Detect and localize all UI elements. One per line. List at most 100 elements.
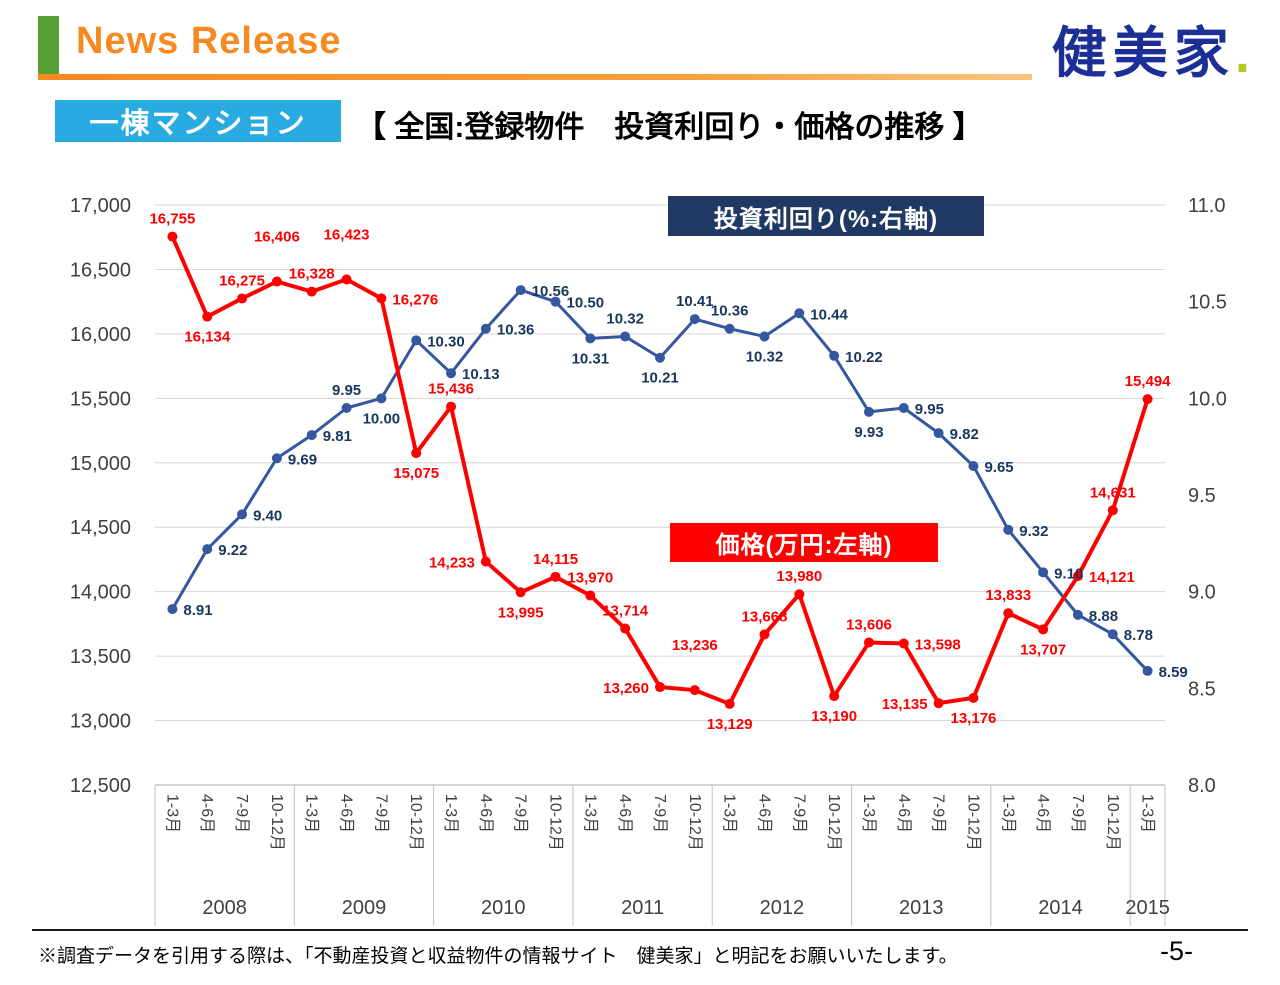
svg-text:13,000: 13,000	[70, 711, 131, 733]
svg-text:10.22: 10.22	[845, 349, 883, 366]
svg-text:4-6月: 4-6月	[477, 794, 494, 833]
svg-text:10-12月: 10-12月	[825, 794, 842, 851]
svg-text:10.50: 10.50	[567, 295, 605, 312]
price-legend: 価格(万円:左軸)	[670, 523, 938, 562]
right-axis-labels: 11.0 10.5 10.0 9.5 9.0 8.5 8.0	[1188, 195, 1227, 797]
svg-text:16,500: 16,500	[70, 259, 131, 281]
svg-text:7-9月: 7-9月	[1069, 794, 1086, 833]
svg-text:13,500: 13,500	[70, 646, 131, 668]
svg-text:13,598: 13,598	[915, 636, 961, 653]
kenbiya-logo: 健美家.	[1052, 8, 1250, 88]
svg-text:13,135: 13,135	[882, 696, 928, 713]
logo-dot: .	[1234, 22, 1250, 84]
svg-text:14,121: 14,121	[1089, 569, 1135, 586]
svg-text:2014: 2014	[1038, 897, 1083, 919]
svg-text:10.0: 10.0	[1188, 388, 1227, 410]
svg-text:8.88: 8.88	[1089, 608, 1118, 625]
svg-text:10.21: 10.21	[641, 370, 679, 387]
svg-text:8.91: 8.91	[183, 602, 212, 619]
svg-text:9.22: 9.22	[218, 542, 247, 559]
svg-text:9.95: 9.95	[915, 401, 944, 418]
svg-text:10.30: 10.30	[427, 333, 465, 350]
svg-text:4-6月: 4-6月	[338, 794, 355, 833]
svg-text:14,233: 14,233	[429, 555, 475, 572]
svg-text:7-9月: 7-9月	[790, 794, 807, 833]
svg-text:2009: 2009	[342, 897, 387, 919]
left-axis-labels: 17,000 16,500 16,000 15,500 15,000 14,500 14,0…	[70, 195, 131, 797]
svg-text:8.5: 8.5	[1188, 678, 1216, 700]
svg-text:15,075: 15,075	[393, 465, 439, 482]
news-release-title: News Release	[76, 20, 342, 62]
svg-text:2015: 2015	[1125, 897, 1170, 919]
svg-text:2008: 2008	[202, 897, 247, 919]
svg-text:13,980: 13,980	[776, 568, 822, 585]
svg-text:4-6月: 4-6月	[616, 794, 633, 833]
footer-rule	[32, 929, 1248, 931]
svg-text:10.32: 10.32	[746, 348, 784, 365]
year-labels: 2008 2009 2010 2011 2012 2013 2014 2015	[202, 897, 1169, 919]
svg-text:15,500: 15,500	[70, 388, 131, 410]
svg-text:14,115: 14,115	[533, 551, 578, 568]
svg-text:7-9月: 7-9月	[651, 794, 668, 833]
svg-text:7-9月: 7-9月	[930, 794, 947, 833]
svg-text:10.36: 10.36	[711, 303, 749, 320]
svg-text:10-12月: 10-12月	[547, 794, 564, 851]
svg-text:13,714: 13,714	[602, 603, 649, 620]
citation-note: ※調査データを引用する際は、「不動産投資と収益物件の情報サイト 健美家」と明記を…	[38, 946, 958, 967]
svg-text:1-3月: 1-3月	[721, 794, 738, 833]
svg-text:2012: 2012	[760, 897, 805, 919]
svg-text:13,668: 13,668	[742, 608, 788, 625]
svg-text:16,328: 16,328	[289, 266, 335, 283]
svg-text:1-3月: 1-3月	[999, 794, 1016, 833]
gridlines	[155, 204, 1165, 786]
svg-text:4-6月: 4-6月	[198, 794, 215, 833]
yield-data-labels: 8.919.229.409.699.819.9510.0010.3010.131…	[183, 283, 1187, 681]
svg-text:12,500: 12,500	[70, 775, 131, 797]
svg-text:10.00: 10.00	[363, 410, 401, 427]
svg-text:13,176: 13,176	[951, 710, 997, 727]
svg-text:13,707: 13,707	[1020, 641, 1066, 658]
svg-text:10-12月: 10-12月	[964, 794, 981, 851]
svg-text:7-9月: 7-9月	[233, 794, 250, 833]
svg-text:10.31: 10.31	[572, 350, 610, 367]
yield-legend: 投資利回り(%:右軸)	[668, 196, 984, 236]
svg-text:10.5: 10.5	[1188, 292, 1227, 314]
svg-text:1-3月: 1-3月	[860, 794, 877, 833]
svg-text:9.5: 9.5	[1188, 485, 1216, 507]
property-type-badge: 一棟マンション	[55, 100, 341, 142]
svg-text:10.36: 10.36	[497, 322, 535, 339]
svg-text:4-6月: 4-6月	[1034, 794, 1051, 833]
svg-text:10.56: 10.56	[532, 283, 570, 300]
svg-text:16,406: 16,406	[254, 229, 300, 246]
svg-text:10.44: 10.44	[810, 306, 848, 323]
quarter-labels: 1-3月 4-6月 7-9月 10-12月 1-3月 4-6月 7-9月 10-12月 1-3月…	[163, 794, 1155, 851]
svg-text:9.69: 9.69	[288, 451, 317, 468]
svg-text:13,833: 13,833	[985, 587, 1031, 604]
svg-text:1-3月: 1-3月	[303, 794, 320, 833]
svg-text:10.41: 10.41	[676, 293, 714, 310]
svg-text:10-12月: 10-12月	[407, 794, 424, 851]
series-yield	[167, 285, 1153, 676]
svg-text:9.32: 9.32	[1019, 523, 1048, 540]
svg-text:4-6月: 4-6月	[755, 794, 772, 833]
svg-text:2013: 2013	[899, 897, 944, 919]
svg-text:13,236: 13,236	[672, 637, 718, 654]
svg-text:16,423: 16,423	[324, 226, 370, 243]
price-data-labels: 16,755 16,134 16,275 16,406 16,328 16,423 16,2…	[149, 211, 1171, 733]
svg-text:2010: 2010	[481, 897, 526, 919]
svg-text:7-9月: 7-9月	[372, 794, 389, 833]
logo-text: 健美家	[1051, 22, 1235, 84]
svg-text:14,631: 14,631	[1090, 484, 1136, 501]
svg-text:9.40: 9.40	[253, 507, 282, 524]
svg-text:8.59: 8.59	[1159, 664, 1188, 681]
svg-text:13,129: 13,129	[707, 716, 753, 733]
series-price	[167, 231, 1153, 709]
svg-text:10.32: 10.32	[606, 310, 644, 327]
page-number: -5-	[1160, 936, 1193, 966]
svg-text:8.0: 8.0	[1188, 775, 1216, 797]
svg-text:11.0: 11.0	[1188, 195, 1225, 217]
chart-title: 【 全国:登録物件 投資利回り・価格の推移 】	[356, 111, 983, 144]
svg-text:10-12月: 10-12月	[686, 794, 703, 851]
svg-text:9.95: 9.95	[332, 382, 361, 399]
